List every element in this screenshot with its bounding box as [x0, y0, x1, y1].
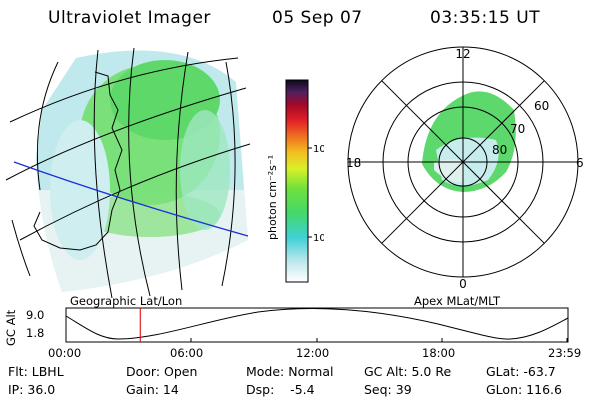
timeline-ylabel: GC Alt	[4, 309, 18, 346]
colorbar: photon cm⁻²s⁻¹ 100 10	[266, 79, 324, 283]
ip-readout: IP: 36.0	[8, 382, 56, 397]
glon-readout: GLon: 116.6	[486, 382, 562, 397]
gain-readout: Gain: 14	[126, 382, 179, 397]
timeline-xtick-2359: 23:59	[548, 346, 582, 360]
mlat-label-60: 60	[534, 99, 549, 113]
timeline-xtick-0000: 00:00	[48, 346, 82, 360]
polar-caption: Apex MLat/MLT	[414, 294, 501, 308]
door-readout: Door: Open	[126, 364, 198, 379]
colorbar-tick-10: 10	[313, 233, 324, 244]
mlat-label-70: 70	[510, 122, 525, 136]
seq-readout: Seq: 39	[364, 382, 412, 397]
mlat-label-80: 80	[492, 143, 507, 157]
orbit-track	[13, 161, 249, 237]
timeline-xtick-1800: 18:00	[422, 346, 456, 360]
filter-readout: Flt: LBHL	[8, 364, 64, 379]
polar-grid	[347, 46, 579, 278]
timeline-xtick-0600: 06:00	[170, 346, 204, 360]
coastline	[33, 71, 123, 251]
mlt-label-12: 12	[455, 47, 470, 61]
instrument-title: Ultraviolet Imager	[48, 8, 211, 28]
mlt-label-18: 18	[346, 156, 361, 170]
mlt-label-0: 0	[459, 277, 467, 291]
polar-aurora-image	[422, 91, 516, 192]
altitude-curve	[65, 307, 569, 340]
timeline-ytick-max: 9.0	[26, 308, 45, 322]
glat-readout: GLat: -63.7	[486, 364, 556, 379]
geographic-image-panel	[5, 47, 251, 299]
timeline-xtick-1200: 12:00	[296, 346, 330, 360]
gc-alt-readout: GC Alt: 5.0 Re	[364, 364, 452, 379]
colorbar-unit-label: photon cm⁻²s⁻¹	[266, 155, 279, 240]
mode-readout: Mode: Normal	[246, 364, 334, 379]
aurora-image	[36, 50, 248, 293]
geographic-caption: Geographic Lat/Lon	[70, 294, 183, 308]
colorbar-tick-100: 100	[313, 144, 324, 155]
polar-mlat-mlt-panel: 12 18 6 0 60 70 80	[346, 46, 584, 291]
observation-time: 03:35:15 UT	[430, 8, 541, 28]
observation-date: 05 Sep 07	[272, 8, 363, 28]
colorbar-gradient	[285, 79, 309, 283]
timeline-ytick-min: 1.8	[26, 326, 45, 340]
dsp-readout: Dsp: -5.4	[246, 382, 315, 397]
altitude-timeline-plot	[65, 307, 569, 343]
mlt-label-6: 6	[576, 156, 584, 170]
